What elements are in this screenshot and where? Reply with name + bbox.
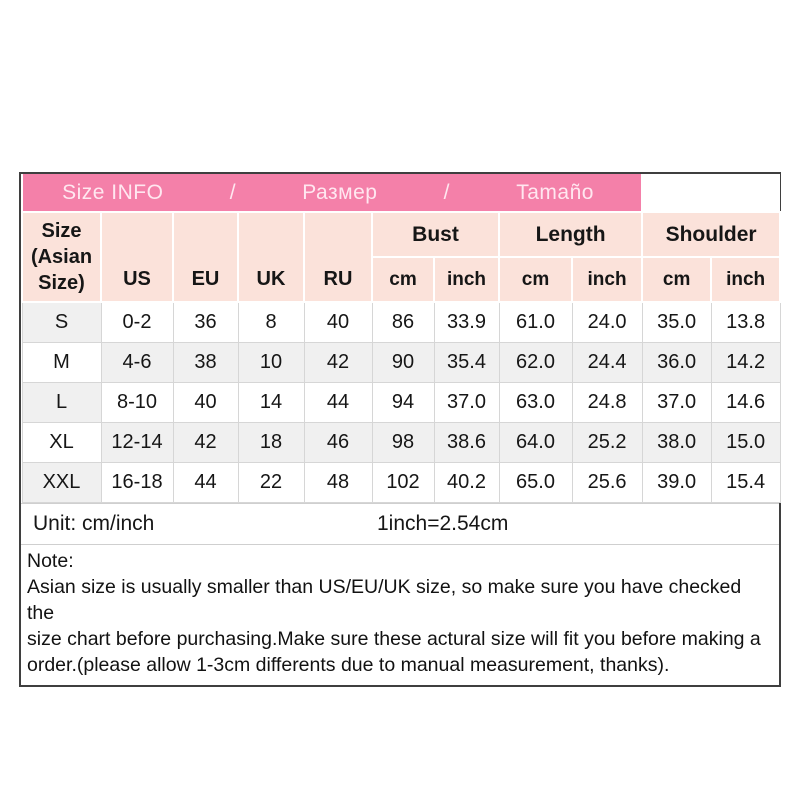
data-cell: 14.6 <box>710 382 781 423</box>
note-section: Note: Asian size is usually smaller than… <box>21 544 779 685</box>
data-cell: 38.0 <box>641 422 712 463</box>
title-bar-content: Size INFO / Размер / Tamaño <box>23 181 641 205</box>
title-row: Size INFO / Размер / Tamaño <box>20 174 781 213</box>
table-row: XL 12-14 42 18 46 98 38.6 64.0 25.2 38.0… <box>21 422 781 463</box>
data-cell: 24.4 <box>571 342 643 383</box>
size-cell: XL <box>21 422 102 463</box>
data-cell: 33.9 <box>433 301 500 343</box>
col-header-size: Size (Asian Size) <box>21 211 102 303</box>
data-cell: 8-10 <box>100 382 174 423</box>
sub-header-row: cm inch cm inch cm inch <box>22 256 782 303</box>
group-header-row: Size (Asian Size) US EU UK RU Bust Lengt… <box>21 211 782 303</box>
col-header-us: US <box>100 211 174 303</box>
data-cell: 44 <box>303 382 373 423</box>
col-header-eu: EU <box>172 211 239 303</box>
note-line: size chart before purchasing.Make sure t… <box>27 628 761 650</box>
note-line: Asian size is usually smaller than US/EU… <box>27 576 742 624</box>
data-cell: 39.0 <box>641 462 712 503</box>
size-cell: L <box>21 382 102 423</box>
data-cell: 90 <box>371 342 435 383</box>
data-cell: 37.0 <box>641 382 712 423</box>
data-cell: 40.2 <box>433 462 500 503</box>
data-cell: 64.0 <box>498 422 573 463</box>
title-size-info: Size INFO <box>62 180 164 204</box>
col-header-length: Length <box>497 211 644 258</box>
data-cell: 24.8 <box>571 382 643 423</box>
size-cell: S <box>21 301 102 343</box>
table-row: M 4-6 38 10 42 90 35.4 62.0 24.4 36.0 14… <box>21 342 781 383</box>
data-cell: 4-6 <box>100 342 174 383</box>
title-slash-1: / <box>229 180 237 204</box>
data-cell: 24.0 <box>571 301 643 343</box>
data-cell: 35.4 <box>433 342 500 383</box>
col-header-ru: RU <box>303 211 373 303</box>
title-blank-cell <box>642 174 781 212</box>
data-cell: 15.0 <box>710 422 781 463</box>
data-cell: 38.6 <box>433 422 500 463</box>
table-row: L 8-10 40 14 44 94 37.0 63.0 24.8 37.0 1… <box>21 382 781 423</box>
data-cell: 8 <box>237 301 305 343</box>
sub-header-bust-cm: cm <box>371 256 435 303</box>
data-cell: 44 <box>172 462 239 503</box>
size-header-line: Size <box>41 220 82 242</box>
data-cell: 35.0 <box>641 301 712 343</box>
size-table: Size INFO / Размер / Tamaño Size (Asian … <box>20 174 782 503</box>
data-cell: 86 <box>371 301 435 343</box>
data-cell: 25.2 <box>571 422 643 463</box>
data-cell: 18 <box>237 422 305 463</box>
sub-header-length-cm: cm <box>498 256 573 303</box>
table-row: XXL 16-18 44 22 48 102 40.2 65.0 25.6 39… <box>21 462 781 503</box>
title-razmer: Размер <box>302 180 378 204</box>
conversion-label: 1inch=2.54cm <box>377 512 509 535</box>
data-cell: 22 <box>237 462 305 503</box>
data-cell: 38 <box>172 342 239 383</box>
unit-label: Unit: cm/inch <box>33 512 155 535</box>
note-line: order.(please allow 1-3cm differents due… <box>27 654 670 676</box>
data-cell: 62.0 <box>498 342 573 383</box>
data-cell: 25.6 <box>571 462 643 503</box>
data-cell: 42 <box>172 422 239 463</box>
sub-header-bust-inch: inch <box>433 256 500 303</box>
data-cell: 14.2 <box>710 342 781 383</box>
data-cell: 10 <box>237 342 305 383</box>
sub-header-shoulder-cm: cm <box>641 256 713 303</box>
data-cell: 48 <box>303 462 373 503</box>
data-cell: 63.0 <box>498 382 573 423</box>
size-cell: XXL <box>21 462 102 503</box>
size-chart: Size INFO / Размер / Tamaño Size (Asian … <box>19 172 782 687</box>
data-cell: 61.0 <box>498 301 573 343</box>
size-header-line: (Asian <box>30 246 93 268</box>
data-cell: 16-18 <box>100 462 174 503</box>
data-cell: 102 <box>371 462 435 503</box>
note-heading: Note: <box>27 550 74 572</box>
sub-header-length-inch: inch <box>570 256 644 303</box>
data-cell: 40 <box>303 301 373 343</box>
unit-row: Unit: cm/inch 1inch=2.54cm <box>21 503 779 544</box>
data-cell: 13.8 <box>710 301 781 343</box>
col-header-shoulder: Shoulder <box>641 211 782 258</box>
data-cell: 65.0 <box>498 462 573 503</box>
size-header-line: Size) <box>38 272 85 294</box>
col-header-uk: UK <box>237 211 305 303</box>
data-cell: 46 <box>303 422 373 463</box>
data-cell: 40 <box>172 382 239 423</box>
title-tamano: Tamaño <box>516 180 594 204</box>
table-row: S 0-2 36 8 40 86 33.9 61.0 24.0 35.0 13.… <box>21 301 781 343</box>
data-cell: 36 <box>172 301 239 343</box>
data-cell: 36.0 <box>641 342 712 383</box>
data-cell: 37.0 <box>433 382 500 423</box>
data-cell: 12-14 <box>100 422 174 463</box>
data-cell: 94 <box>371 382 435 423</box>
title-bar: Size INFO / Размер / Tamaño <box>20 174 644 213</box>
data-cell: 98 <box>371 422 435 463</box>
sub-header-shoulder-inch: inch <box>710 256 782 303</box>
title-slash-2: / <box>443 180 450 204</box>
data-cell: 15.4 <box>710 462 781 503</box>
size-cell: M <box>21 342 102 383</box>
col-header-bust: Bust <box>371 211 500 258</box>
data-cell: 0-2 <box>100 301 174 343</box>
data-cell: 14 <box>237 382 305 423</box>
data-cell: 42 <box>303 342 373 383</box>
